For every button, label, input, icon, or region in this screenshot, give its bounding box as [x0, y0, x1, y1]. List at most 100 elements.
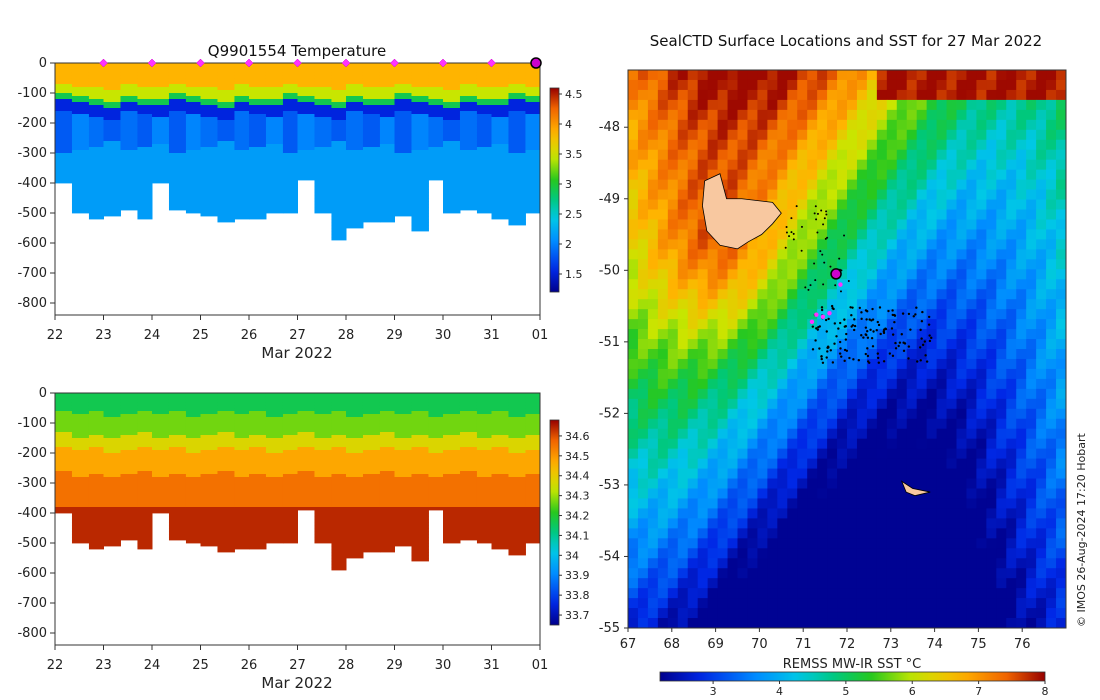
track-point	[788, 235, 791, 238]
lon-tick-label: 68	[664, 637, 681, 652]
salinity-profile-column	[103, 393, 121, 547]
track-point	[829, 349, 832, 352]
track-point	[902, 349, 906, 353]
track-point	[907, 357, 910, 360]
track-point	[924, 354, 927, 357]
track-point	[831, 307, 834, 310]
salinity-profile-column	[249, 393, 267, 550]
track-point	[820, 355, 823, 358]
temperature-ytick-label: -500	[17, 206, 47, 221]
temperature-xtick-label: 28	[338, 328, 355, 343]
track-point	[849, 306, 852, 309]
track-point	[814, 339, 817, 342]
temperature-profile-column	[55, 63, 73, 184]
track-point	[815, 327, 818, 330]
track-point	[818, 347, 821, 350]
track-point	[888, 352, 892, 355]
temperature-profile-column	[508, 63, 526, 226]
salinity-ytick-label: 0	[39, 386, 47, 401]
track-point	[920, 320, 924, 323]
temperature-xtick-label: 26	[241, 328, 258, 343]
salinity-xtick-label: 28	[338, 658, 355, 673]
track-point	[814, 279, 817, 282]
salinity-xtick-label: 22	[47, 658, 64, 673]
salinity-profile-column	[185, 393, 201, 544]
salinity-colorbar-label: 34.3	[565, 490, 590, 503]
temperature-profile-column	[249, 63, 267, 220]
track-point	[925, 360, 929, 363]
track-point	[890, 327, 894, 330]
salinity-profile-column	[200, 393, 218, 547]
recent-position	[809, 319, 815, 325]
temperature-profile-column	[137, 63, 153, 220]
map-title: SealCTD Surface Locations and SST for 27…	[650, 32, 1042, 50]
temperature-ytick-label: -800	[17, 296, 47, 311]
track-point	[820, 357, 823, 361]
track-point	[894, 341, 897, 345]
salinity-panel: 0 -100 -200 -300 -400 -500 -600 -700 -800 22 23 24 2…	[17, 386, 589, 673]
salinity-xtick-label: 29	[386, 658, 403, 673]
track-point	[835, 335, 838, 338]
track-point	[822, 223, 825, 226]
track-point	[866, 354, 870, 358]
lat-tick-label: -53	[599, 478, 620, 493]
track-point	[830, 304, 834, 308]
lat-tick-label: -52	[599, 406, 620, 421]
track-point	[891, 309, 894, 312]
temperature-profile-column	[394, 63, 412, 217]
temperature-ytick-label: -300	[17, 146, 47, 161]
current-profile-marker	[530, 57, 542, 69]
surface-marker	[196, 58, 205, 68]
track-point	[792, 238, 795, 241]
surface-marker	[244, 58, 254, 68]
track-point	[826, 236, 829, 239]
temperature-profile-column	[152, 63, 170, 184]
track-point	[826, 345, 830, 348]
imos-credit: © IMOS 26-Aug-2024 17:20 Hobart	[1075, 433, 1088, 627]
temperature-ytick-label: -600	[17, 236, 47, 251]
salinity-ytick-label: -800	[17, 626, 47, 641]
lon-tick-label: 67	[620, 637, 637, 652]
track-point	[820, 209, 823, 212]
track-point	[790, 217, 793, 220]
track-point	[816, 212, 819, 215]
sst-colorbar-tick-label: 5	[842, 685, 849, 698]
track-point	[872, 330, 875, 333]
track-point	[893, 320, 896, 324]
temperature-profile-column	[297, 63, 315, 181]
temperature-ytick-label: -400	[17, 176, 47, 191]
recent-position	[827, 311, 832, 316]
sst-colorbar-tick-label: 8	[1042, 685, 1049, 698]
track-point	[851, 324, 855, 327]
salinity-colorbar-label: 34	[565, 549, 579, 562]
lon-tick-label: 76	[1014, 637, 1031, 652]
track-point	[875, 329, 878, 332]
lat-tick-label: -49	[599, 192, 620, 207]
track-point	[891, 354, 895, 358]
temperature-profile-column	[491, 63, 509, 220]
recent-position	[814, 312, 819, 317]
salinity-profile-column	[459, 393, 478, 541]
track-point	[838, 352, 842, 355]
surface-marker	[99, 58, 108, 68]
salinity-profile-column	[379, 393, 395, 553]
track-point	[785, 231, 788, 234]
track-point	[928, 334, 931, 337]
temperature-profile-column	[120, 63, 138, 211]
salinity-xtick-label: 23	[95, 658, 112, 673]
seal-track	[784, 205, 933, 364]
salinity-profile-column	[265, 393, 284, 544]
salinity-ytick-label: -100	[17, 416, 47, 431]
recent-position	[820, 314, 826, 320]
salinity-ytick-label: -700	[17, 596, 47, 611]
track-point	[821, 361, 825, 364]
track-point	[921, 343, 925, 347]
temperature-ytick-label: -200	[17, 116, 47, 131]
temperature-xtick-label: 22	[47, 328, 64, 343]
temperature-profile-column	[168, 63, 187, 211]
surface-marker	[487, 58, 496, 68]
track-point	[826, 350, 829, 353]
track-point	[839, 321, 842, 325]
track-point	[795, 205, 798, 208]
